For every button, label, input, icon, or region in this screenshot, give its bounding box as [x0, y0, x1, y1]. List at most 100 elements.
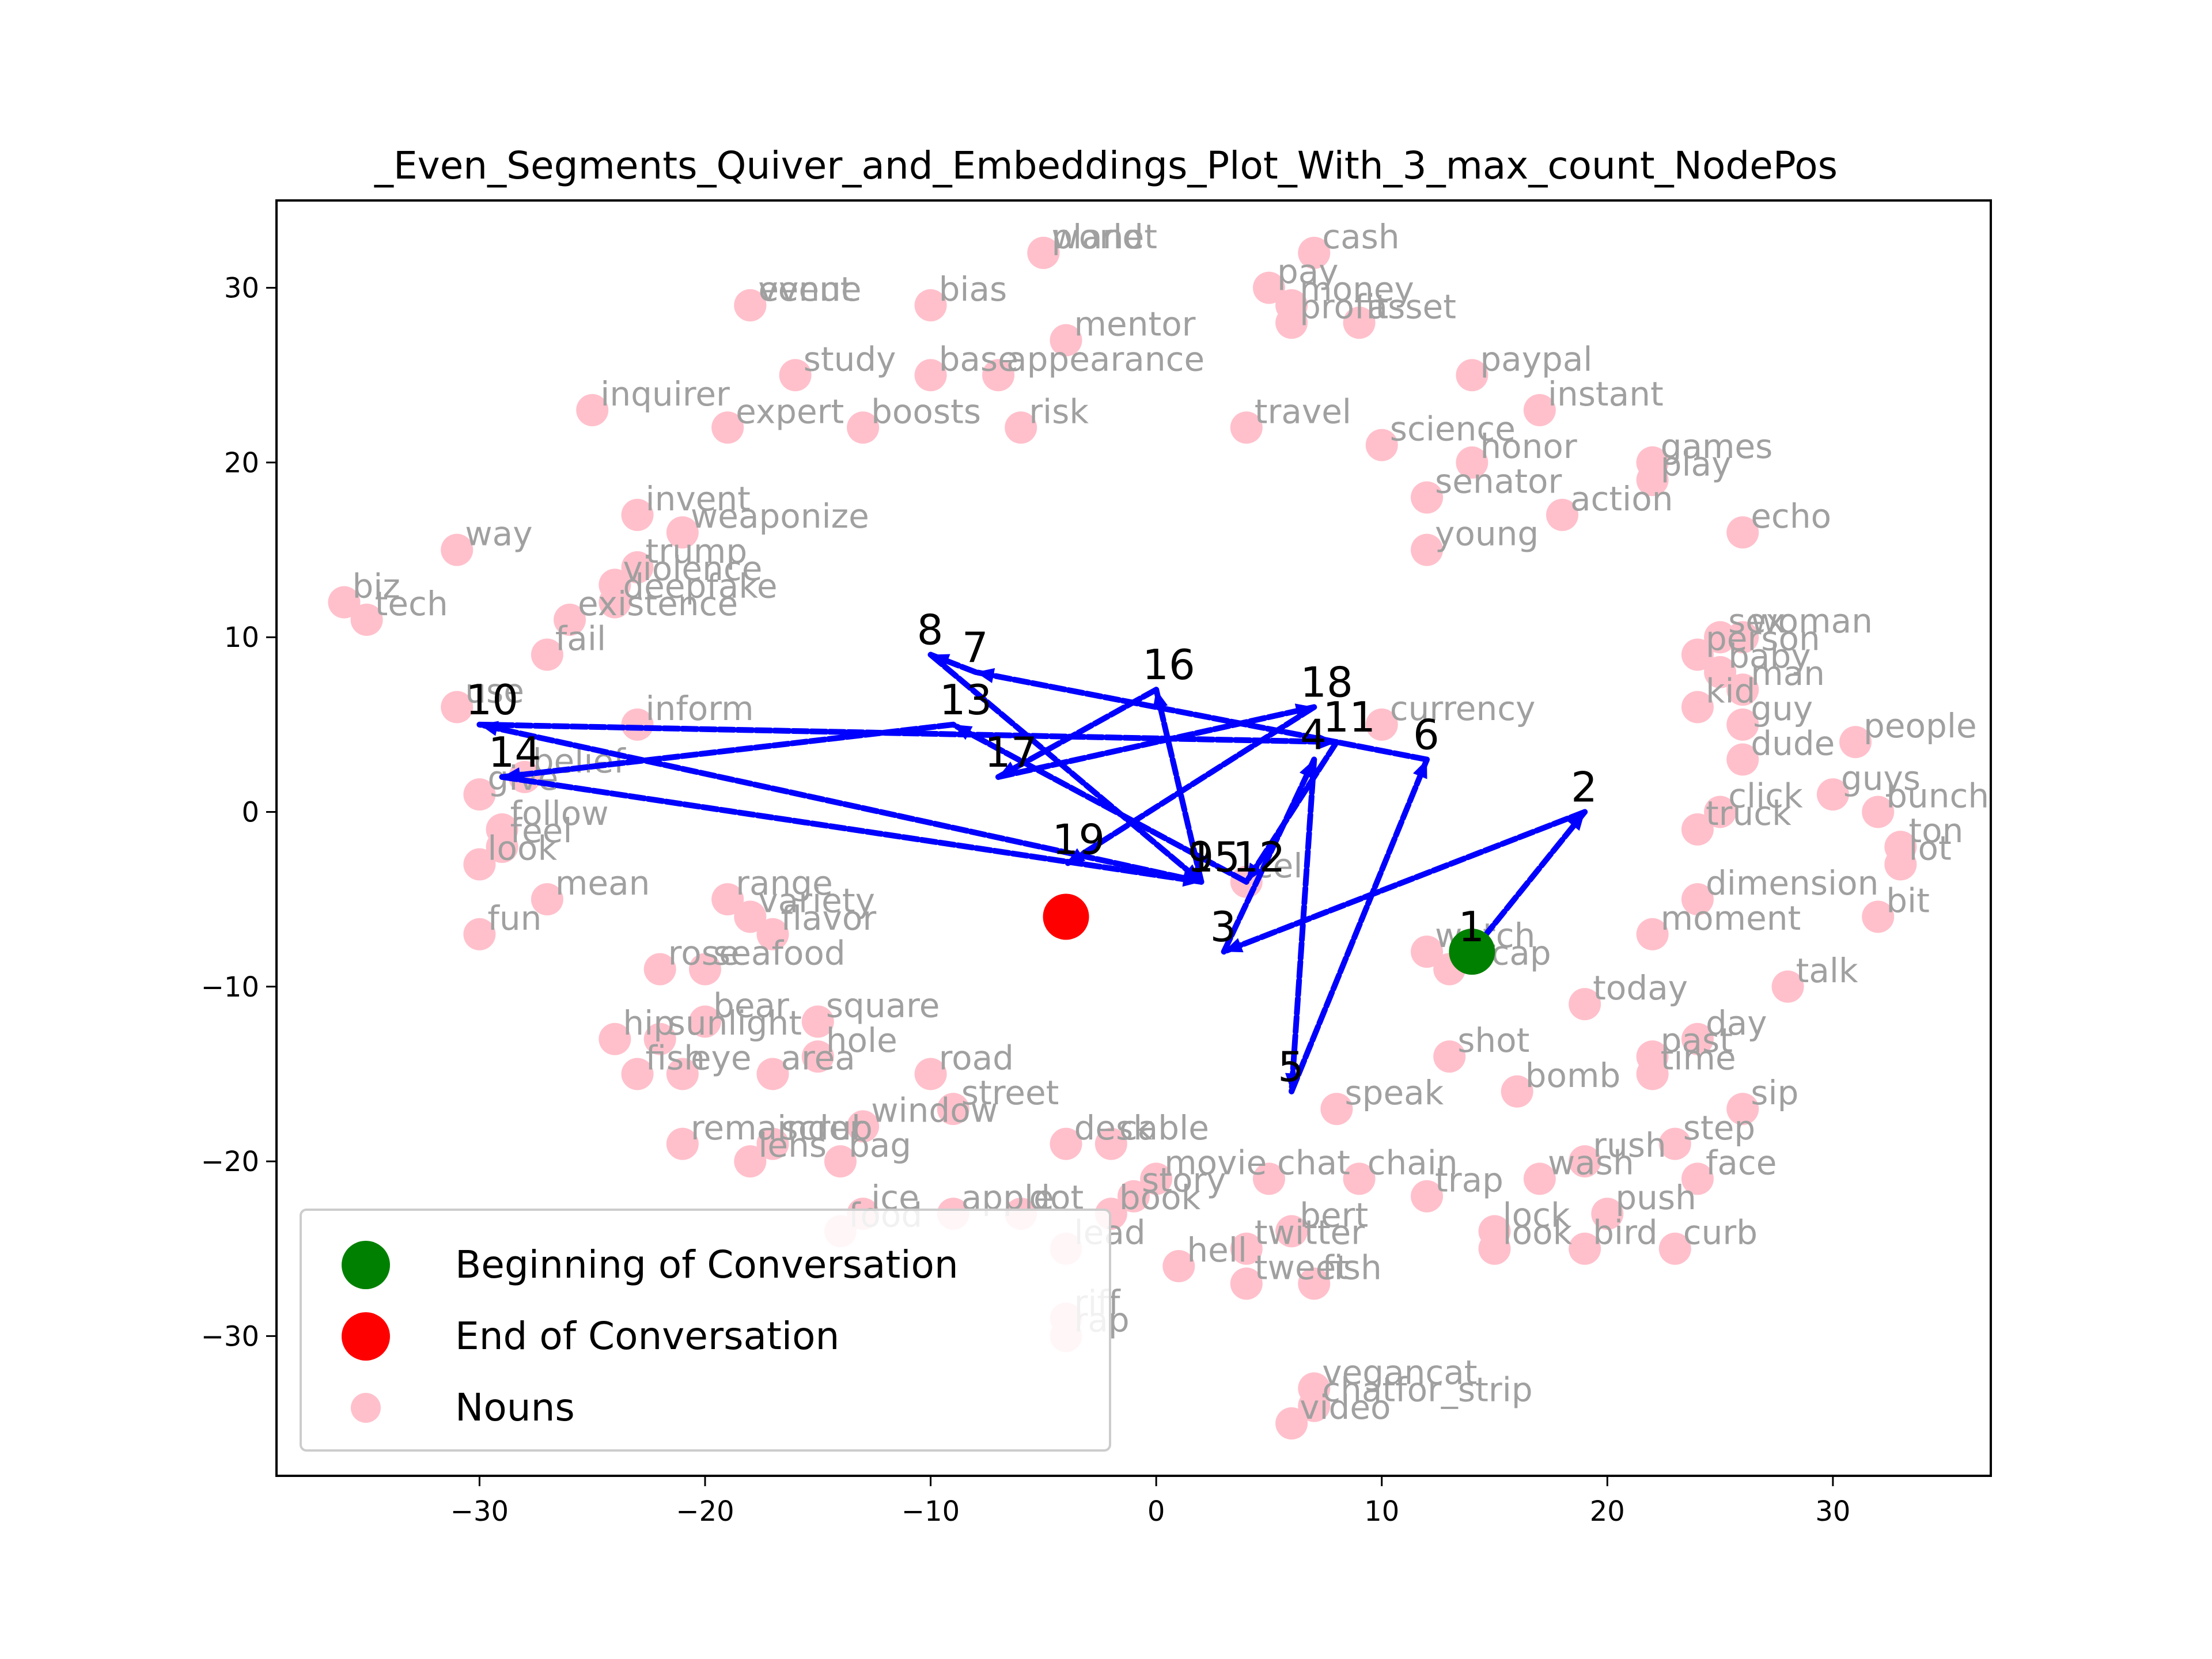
path-node-label: 15: [1187, 833, 1240, 881]
noun-point: [1365, 429, 1398, 461]
path-node-label: 11: [1323, 693, 1376, 741]
path-segment: [499, 721, 956, 780]
noun-point: [937, 1093, 969, 1126]
noun-label: bear: [713, 986, 789, 1025]
noun-point: [486, 831, 518, 863]
noun-point: [1501, 1075, 1533, 1108]
noun-point: [1411, 935, 1444, 968]
noun-point: [1027, 236, 1060, 269]
noun-label: boosts: [871, 392, 981, 431]
noun-point: [643, 1022, 676, 1055]
noun-point: [847, 411, 880, 444]
noun-point: [1275, 1407, 1308, 1440]
noun-label: chatfor_strip: [1322, 1370, 1532, 1410]
noun-point: [1298, 1267, 1331, 1300]
noun-point: [1862, 796, 1895, 828]
noun-point: [1681, 813, 1714, 846]
noun-label: look: [1503, 1213, 1573, 1252]
noun-point: [1343, 1162, 1376, 1195]
noun-point: [1681, 1162, 1714, 1195]
noun-label: window: [871, 1090, 998, 1130]
noun-point: [599, 1022, 631, 1055]
noun-label: young: [1435, 514, 1539, 554]
noun-point: [711, 411, 744, 444]
noun-label: venue: [758, 270, 861, 309]
noun-point: [756, 1058, 789, 1090]
noun-label: man: [1751, 654, 1825, 693]
noun-label: woman: [1751, 601, 1873, 641]
noun-label: fail: [555, 619, 606, 658]
noun-label: video: [1300, 1388, 1391, 1427]
path-segment: [1243, 739, 1340, 885]
noun-label: square: [826, 986, 940, 1025]
noun-label: street: [961, 1073, 1059, 1112]
path-node-label: 12: [1233, 833, 1286, 881]
y-tick-label: 10: [224, 622, 259, 654]
noun-point: [1005, 411, 1037, 444]
noun-point: [982, 359, 1015, 392]
noun-point: [666, 1127, 699, 1160]
noun-point: [1230, 411, 1263, 444]
noun-label: risk: [1029, 392, 1089, 431]
noun-label: book: [1119, 1178, 1201, 1217]
noun-point: [1275, 306, 1308, 339]
noun-label: feel: [510, 811, 573, 850]
noun-point: [1252, 271, 1285, 304]
noun-point: [1298, 1389, 1331, 1422]
noun-point: [1343, 306, 1376, 339]
noun-label: area: [781, 1038, 855, 1077]
noun-point: [1298, 236, 1331, 269]
noun-label: tweet: [1255, 1248, 1349, 1287]
noun-point: [1569, 988, 1601, 1021]
noun-point: [463, 848, 496, 881]
noun-point: [554, 603, 586, 636]
noun-label: eye: [691, 1038, 752, 1077]
noun-point: [1704, 796, 1737, 828]
noun-label: mean: [555, 863, 650, 903]
noun-point: [1252, 1162, 1285, 1195]
noun-label: money: [1300, 270, 1414, 309]
noun-point: [1546, 498, 1578, 531]
noun-label: vegancat: [1322, 1353, 1477, 1392]
noun-label: hip: [623, 1003, 675, 1043]
noun-point: [1771, 970, 1804, 1003]
noun-point: [1636, 464, 1669, 497]
noun-point: [1681, 1022, 1714, 1055]
noun-label: sunlight: [668, 1003, 802, 1043]
markers-layer: [1043, 893, 1495, 975]
path-node-label: 14: [488, 728, 541, 777]
noun-label: lock: [1503, 1195, 1570, 1234]
noun-point: [801, 1005, 834, 1038]
noun-label: echo: [1751, 497, 1831, 536]
noun-label: movie: [1164, 1143, 1267, 1182]
noun-point: [531, 883, 563, 916]
path-node-label: 19: [1052, 815, 1105, 863]
chart-title: _Even_Segments_Quiver_and_Embeddings_Plo…: [374, 143, 1838, 188]
noun-label: appearance: [1006, 339, 1205, 378]
noun-label: baby: [1728, 637, 1811, 676]
noun-label: rush: [1593, 1126, 1666, 1165]
noun-point: [1636, 1058, 1669, 1090]
noun-label: trap: [1435, 1161, 1503, 1200]
noun-label: range: [736, 863, 833, 903]
noun-label: scrub: [781, 1108, 873, 1147]
y-tick-label: 30: [224, 272, 259, 305]
noun-label: study: [804, 339, 896, 378]
noun-point: [734, 900, 767, 933]
noun-label: chat: [1277, 1143, 1350, 1182]
y-tick-label: 0: [241, 797, 259, 829]
path-segment: [499, 774, 1205, 885]
noun-point: [1636, 918, 1669, 950]
x-tick-label: −30: [450, 1495, 509, 1528]
noun-point: [328, 586, 361, 619]
noun-label: bomb: [1525, 1056, 1621, 1095]
noun-point: [1884, 848, 1917, 881]
path-node-label: 10: [465, 676, 518, 724]
begin-marker: [1449, 929, 1495, 975]
path-segment: [995, 687, 1160, 780]
noun-point: [1681, 638, 1714, 671]
noun-label: invent: [646, 479, 751, 518]
